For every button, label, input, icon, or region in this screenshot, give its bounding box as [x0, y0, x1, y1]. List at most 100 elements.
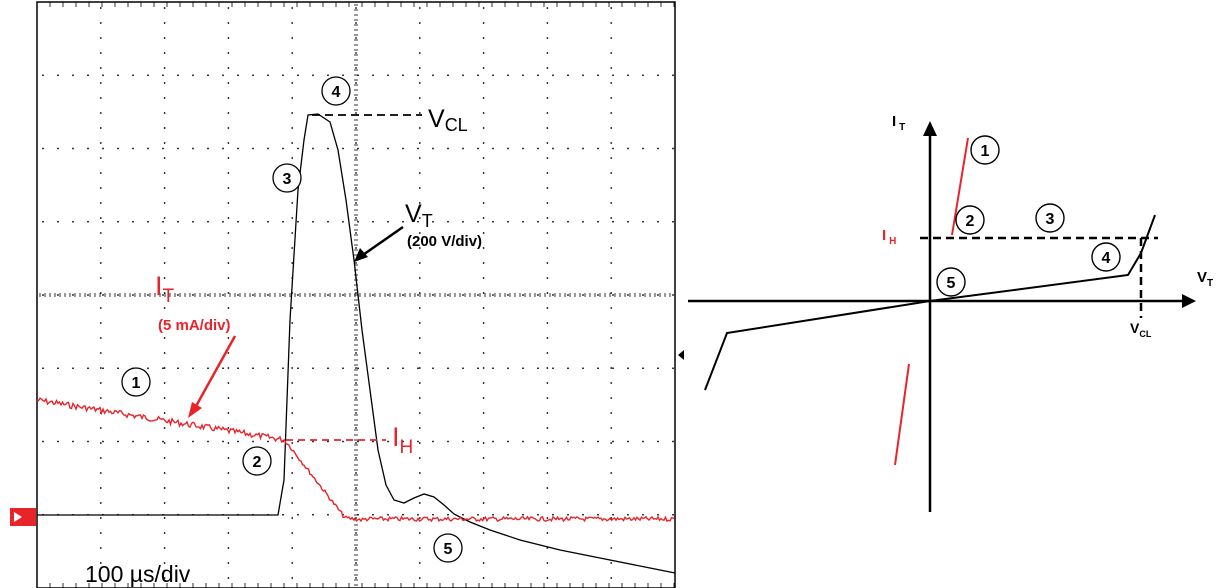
grid-dot — [546, 7, 549, 9]
grid-dot — [357, 440, 359, 443]
grid-dot — [227, 292, 230, 294]
grid-dot — [552, 74, 554, 77]
grid-dot — [372, 74, 374, 77]
grid-dot — [237, 367, 239, 370]
grid-dot — [546, 457, 549, 459]
grid-dot — [147, 147, 149, 150]
grid-dot — [546, 22, 549, 24]
grid-dot — [57, 294, 59, 296]
grid-dot — [163, 247, 166, 249]
grid-dot — [163, 532, 166, 534]
grid-dot — [482, 367, 485, 369]
grid-dot — [418, 22, 421, 24]
grid-dot — [482, 52, 485, 54]
grid-dot — [482, 532, 485, 534]
grid-dot — [387, 367, 389, 370]
grid-dot — [99, 307, 102, 309]
grid-dot — [237, 294, 239, 296]
grid-dot — [482, 142, 485, 144]
grid-dot — [477, 367, 479, 370]
scope-marker-1: 1 — [121, 367, 151, 397]
grid-dot — [417, 294, 419, 296]
grid-dot — [546, 352, 549, 354]
grid-dot — [355, 67, 357, 69]
scope-frame — [36, 1, 676, 588]
grid-dot — [163, 112, 166, 114]
grid-dot — [610, 427, 613, 429]
grid-dot — [582, 440, 584, 443]
grid-dot — [482, 217, 485, 219]
grid-dot — [291, 352, 294, 354]
grid-dot — [447, 74, 449, 77]
grid-dot — [546, 487, 549, 489]
grid-dot — [482, 22, 485, 24]
grid-dot — [610, 232, 613, 234]
grid-dot — [610, 442, 613, 444]
grid-dot — [610, 82, 613, 84]
grid-dot — [355, 157, 357, 159]
grid-dot — [99, 382, 102, 384]
grid-dot — [207, 367, 209, 370]
grid-dot — [42, 294, 44, 296]
grid-dot — [227, 97, 230, 99]
grid-dot — [282, 294, 284, 296]
grid-dot — [355, 307, 357, 309]
grid-dot — [99, 202, 102, 204]
grid-dot — [418, 82, 421, 84]
grid-dot — [482, 322, 485, 324]
grid-dot — [492, 147, 494, 150]
svg-text:1: 1 — [132, 375, 141, 392]
grid-dot — [482, 412, 485, 414]
grid-dot — [163, 127, 166, 129]
grid-dot — [612, 513, 614, 516]
grid-dot — [227, 367, 230, 369]
grid-dot — [192, 367, 194, 370]
grid-dot — [87, 74, 89, 77]
grid-dot — [162, 74, 164, 77]
grid-dot — [552, 294, 554, 296]
grid-dot — [117, 294, 119, 296]
grid-dot — [610, 202, 613, 204]
grid-dot — [192, 74, 194, 77]
grid-dot — [418, 442, 421, 444]
grid-dot — [291, 142, 294, 144]
grid-dot — [227, 337, 230, 339]
grid-dot — [610, 307, 613, 309]
grid-dot — [163, 352, 166, 354]
grid-dot — [387, 513, 389, 516]
grid-dot — [482, 562, 485, 564]
grid-dot — [642, 440, 644, 443]
oscilloscope-panel: VCL VT (200 V/div) IT (5 mA/div) IH 100 … — [10, 1, 684, 588]
grid-dot — [312, 440, 314, 443]
grid-dot — [267, 220, 269, 223]
grid-dot — [207, 74, 209, 77]
grid-dot — [342, 440, 344, 443]
grid-dot — [282, 147, 284, 150]
grid-dot — [227, 157, 230, 159]
grid-dot — [582, 74, 584, 77]
grid-dot — [482, 172, 485, 174]
grid-dot — [355, 22, 357, 24]
grid-dot — [227, 172, 230, 174]
grid-dot — [657, 74, 659, 77]
grid-dot — [99, 127, 102, 129]
grid-dot — [327, 294, 329, 296]
grid-dot — [418, 217, 421, 219]
grid-dot — [163, 7, 166, 9]
grid-dot — [418, 337, 421, 339]
grid-dot — [99, 37, 102, 39]
grid-dot — [163, 577, 166, 579]
grid-dot — [291, 517, 294, 519]
grid-dot — [522, 294, 524, 296]
grid-dot — [642, 513, 644, 516]
grid-dot — [482, 487, 485, 489]
grid-dot — [282, 513, 284, 516]
svg-text:5: 5 — [444, 541, 453, 558]
grid-dot — [567, 513, 569, 516]
svg-text:4: 4 — [1102, 250, 1111, 267]
grid-dot — [147, 294, 149, 296]
grid-dot — [222, 294, 224, 296]
grid-dot — [163, 157, 166, 159]
